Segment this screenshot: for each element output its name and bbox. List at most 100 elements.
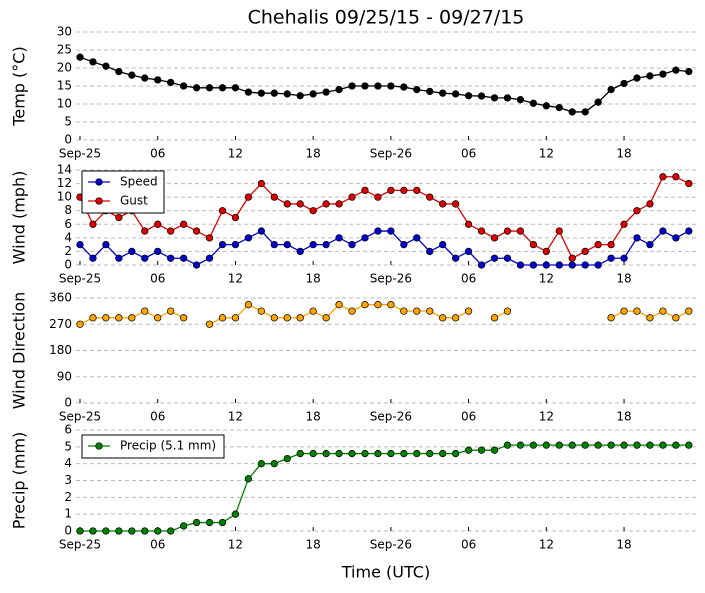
- data-point: [516, 261, 525, 269]
- legend-box: [81, 170, 165, 214]
- data-point: [167, 227, 175, 235]
- data-point: [646, 314, 654, 322]
- x-tick-label: 06: [150, 147, 165, 161]
- data-point: [322, 314, 330, 322]
- data-point: [452, 90, 460, 98]
- data-point: [218, 240, 227, 249]
- x-tick-label: 18: [616, 272, 631, 286]
- x-tick-label: Sep-25: [59, 272, 101, 286]
- data-point: [128, 314, 136, 322]
- y-tick-label: 4: [64, 456, 72, 470]
- data-point: [141, 527, 149, 535]
- data-point: [335, 449, 343, 458]
- data-point: [231, 510, 240, 518]
- data-point: [672, 314, 680, 322]
- legend-label: Gust: [120, 194, 148, 208]
- data-point: [568, 254, 576, 262]
- data-point: [167, 78, 175, 87]
- data-point: [490, 254, 499, 262]
- data-point: [154, 527, 162, 535]
- x-tick-label: 06: [461, 147, 476, 161]
- data-point: [452, 254, 460, 262]
- data-point: [179, 314, 188, 322]
- data-point: [503, 441, 512, 449]
- data-point: [387, 449, 395, 458]
- data-point: [685, 179, 693, 188]
- x-tick-label: Sep-26: [370, 538, 412, 552]
- data-point: [335, 301, 343, 309]
- data-point: [659, 441, 667, 449]
- x-tick-label: 18: [616, 538, 631, 552]
- data-point: [179, 220, 188, 228]
- y-tick-label: 4: [64, 230, 72, 244]
- y-tick-label: 360: [49, 291, 72, 305]
- x-tick-label: 06: [150, 272, 165, 286]
- data-point: [309, 449, 317, 458]
- data-point: [309, 307, 317, 315]
- data-point: [685, 307, 693, 315]
- data-point: [646, 240, 654, 249]
- x-tick-label: 12: [539, 410, 554, 424]
- y-tick-label: 0: [64, 258, 72, 272]
- data-point: [452, 449, 460, 458]
- y-tick-label: 3: [64, 473, 72, 487]
- x-tick-label: 18: [306, 147, 321, 161]
- data-point: [581, 261, 589, 269]
- data-point: [154, 247, 162, 256]
- data-point: [89, 220, 97, 228]
- data-point: [594, 240, 602, 249]
- data-point: [296, 200, 304, 208]
- data-point: [633, 441, 641, 449]
- data-point: [555, 261, 563, 269]
- y-axis-label: Temp (°C): [10, 46, 29, 126]
- x-tick-label: Sep-25: [59, 538, 101, 552]
- y-tick-label: 10: [57, 190, 72, 204]
- data-point: [685, 227, 693, 235]
- data-point: [257, 89, 266, 97]
- data-point: [439, 200, 447, 208]
- data-point: [490, 234, 499, 242]
- data-point: [374, 301, 382, 309]
- data-point: [348, 240, 356, 249]
- data-point: [115, 527, 123, 535]
- data-point: [594, 441, 602, 449]
- data-point: [581, 108, 589, 116]
- data-point: [205, 518, 214, 527]
- data-point: [231, 84, 240, 92]
- data-point: [413, 307, 421, 315]
- data-point: [154, 220, 162, 228]
- data-point: [620, 307, 628, 315]
- data-point: [322, 449, 330, 458]
- data-point: [179, 254, 188, 262]
- data-point: [218, 84, 227, 92]
- data-point: [76, 53, 84, 61]
- data-point: [490, 446, 499, 454]
- data-point: [374, 82, 382, 90]
- data-point: [141, 307, 149, 315]
- x-tick-label: 12: [228, 410, 243, 424]
- data-point: [529, 240, 538, 249]
- data-point: [659, 173, 667, 181]
- data-point: [348, 82, 356, 90]
- y-tick-label: 12: [57, 176, 72, 190]
- data-point: [76, 240, 84, 249]
- data-point: [335, 85, 343, 94]
- data-point: [218, 518, 227, 527]
- legend-label: Precip (5.1 mm): [120, 439, 216, 453]
- data-point: [283, 454, 291, 463]
- data-point: [76, 527, 84, 535]
- data-point: [309, 90, 317, 98]
- data-point: [413, 449, 421, 458]
- chart-title: Chehalis 09/25/15 - 09/27/15: [248, 7, 525, 29]
- data-point: [452, 200, 460, 208]
- data-point: [413, 234, 421, 242]
- data-point: [257, 179, 266, 188]
- data-point: [179, 82, 188, 90]
- y-tick-label: 5: [64, 439, 72, 453]
- data-point: [516, 96, 525, 104]
- y-tick-label: 25: [57, 43, 72, 57]
- data-point: [659, 227, 667, 235]
- x-tick-label: 12: [539, 538, 554, 552]
- data-point: [400, 449, 408, 458]
